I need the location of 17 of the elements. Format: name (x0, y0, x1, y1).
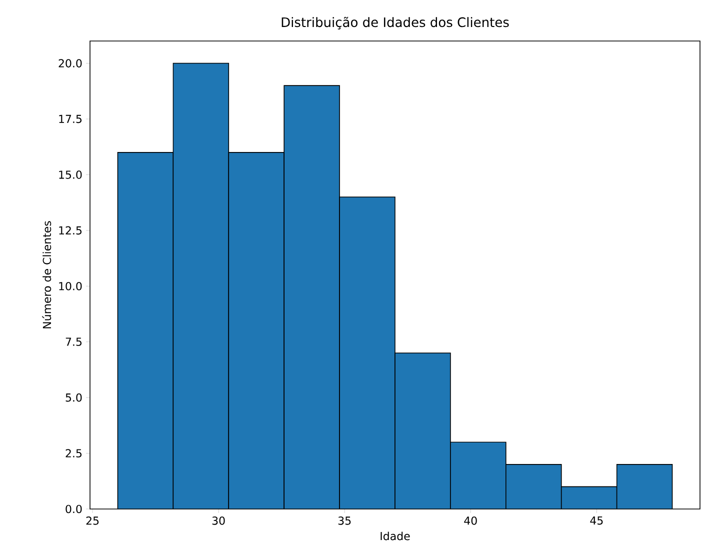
x-tick-label: 35 (338, 516, 351, 525)
y-tick-label: 20.0 (58, 59, 82, 68)
y-axis-title: Número de Clientes (42, 221, 52, 328)
x-tick-label: 30 (212, 516, 225, 525)
x-axis-title: Idade (380, 532, 410, 540)
x-tick-label: 45 (590, 516, 603, 525)
x-tick-label: 25 (86, 516, 99, 525)
y-tick-label: 5.0 (66, 393, 82, 402)
y-tick-label: 2.5 (66, 449, 82, 458)
y-tick-label: 12.5 (59, 226, 82, 235)
y-tick-label: 15.0 (59, 170, 82, 179)
x-tick-label: 40 (464, 516, 477, 525)
y-tick-label: 7.5 (66, 338, 82, 346)
y-tick-label: 0.0 (66, 504, 82, 514)
chart-title: Distribuição de Idades dos Clientes (282, 16, 509, 30)
y-tick-label: 17.5 (59, 114, 82, 124)
y-tick-label: 10.0 (59, 282, 82, 290)
